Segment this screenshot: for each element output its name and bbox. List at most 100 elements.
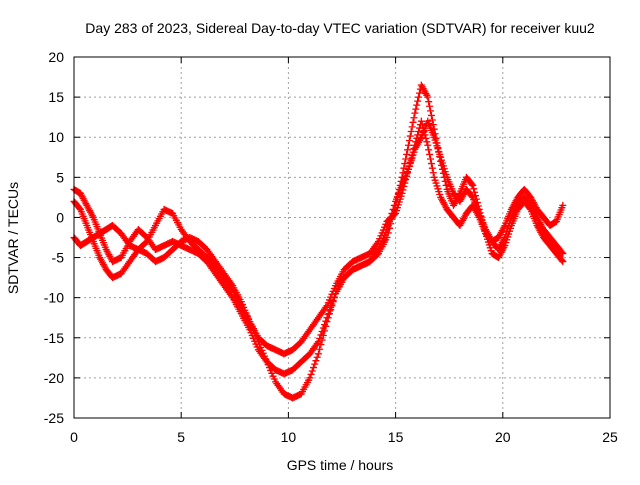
data-point <box>414 97 422 105</box>
x-tick-label: 10 <box>281 429 297 445</box>
plot-border <box>73 56 611 419</box>
data-point <box>316 334 324 342</box>
data-point <box>404 169 412 177</box>
data-point <box>413 134 421 142</box>
data-point <box>317 331 325 339</box>
data-point <box>470 185 478 193</box>
data-point <box>316 345 324 353</box>
x-tick-label: 15 <box>388 429 404 445</box>
y-tick-label: -10 <box>44 290 64 306</box>
data-point <box>401 179 409 187</box>
data-point <box>558 256 566 264</box>
data-point <box>318 327 326 335</box>
data-point <box>407 127 415 135</box>
axis-ticks: 0 5 10 15 20 25 -25 -20 -15 -10 -5 0 5 10 15 20 <box>44 49 618 445</box>
x-tick-label: 20 <box>495 429 511 445</box>
y-tick-label: -25 <box>44 410 64 426</box>
data-point <box>412 105 420 113</box>
x-tick-label: 25 <box>602 429 618 445</box>
data-point <box>406 158 414 166</box>
data-point <box>428 116 436 124</box>
data-point <box>403 172 411 180</box>
data-point <box>404 146 412 154</box>
data-point <box>427 107 435 115</box>
y-axis-label: SDTVAR / TECUs <box>5 182 21 294</box>
data-point <box>308 367 316 375</box>
data-point <box>405 137 413 145</box>
data-point <box>410 145 418 153</box>
data-point <box>314 350 322 358</box>
data-point <box>424 93 432 101</box>
data-point <box>417 117 425 125</box>
data-point <box>314 338 322 346</box>
data-point <box>411 109 419 117</box>
data-point <box>415 93 423 101</box>
data-point <box>321 321 329 329</box>
data-point <box>558 248 566 256</box>
data-point <box>413 101 421 109</box>
data-point <box>403 150 411 158</box>
data-point <box>408 123 416 131</box>
chart-title: Day 283 of 2023, Sidereal Day-to-day VTE… <box>85 20 595 36</box>
data-point <box>404 141 412 149</box>
data-point <box>407 155 415 163</box>
data-point <box>469 181 477 189</box>
gridlines <box>74 57 610 418</box>
data-point <box>427 160 435 168</box>
data-point <box>468 180 476 188</box>
data-point <box>426 102 434 110</box>
data-point <box>389 205 397 213</box>
y-tick-label: -15 <box>44 330 64 346</box>
data-point <box>311 360 319 368</box>
data-point <box>405 162 413 170</box>
data-point <box>312 357 320 365</box>
data-point <box>390 211 398 219</box>
data-point <box>415 89 423 97</box>
data-point <box>426 150 434 158</box>
y-tick-label: -20 <box>44 370 64 386</box>
data-point <box>313 353 321 361</box>
data-series-track-c <box>70 117 567 358</box>
data-point <box>414 131 422 139</box>
data-point <box>306 374 314 382</box>
data-markers <box>70 81 567 402</box>
data-point <box>412 138 420 146</box>
data-point <box>420 127 428 135</box>
data-point <box>404 165 412 173</box>
data-point <box>429 169 437 177</box>
data-point <box>411 141 419 149</box>
data-point <box>419 124 427 132</box>
data-point <box>418 121 426 129</box>
y-tick-label: 20 <box>48 49 64 65</box>
data-point <box>428 164 436 172</box>
data-point <box>559 250 567 258</box>
data-point <box>323 314 331 322</box>
data-point <box>319 324 327 332</box>
y-tick-label: 15 <box>48 89 64 105</box>
data-point <box>310 364 318 372</box>
data-point <box>559 201 567 209</box>
data-point <box>402 176 410 184</box>
x-axis-label: GPS time / hours <box>287 457 394 473</box>
y-tick-label: 10 <box>48 129 64 145</box>
data-point <box>307 370 315 378</box>
data-point <box>328 300 336 308</box>
y-tick-label: 0 <box>56 209 64 225</box>
x-tick-label: 5 <box>177 429 185 445</box>
data-point <box>422 134 430 142</box>
data-point <box>423 138 431 146</box>
data-point <box>425 98 433 106</box>
data-point <box>409 118 417 126</box>
data-point <box>559 258 567 266</box>
data-point <box>421 131 429 139</box>
y-tick-label: 5 <box>56 169 64 185</box>
data-point <box>400 183 408 191</box>
y-tick-label: -5 <box>52 250 65 266</box>
data-point <box>427 111 435 119</box>
data-point <box>322 317 330 325</box>
data-point <box>410 114 418 122</box>
data-point <box>406 132 414 140</box>
